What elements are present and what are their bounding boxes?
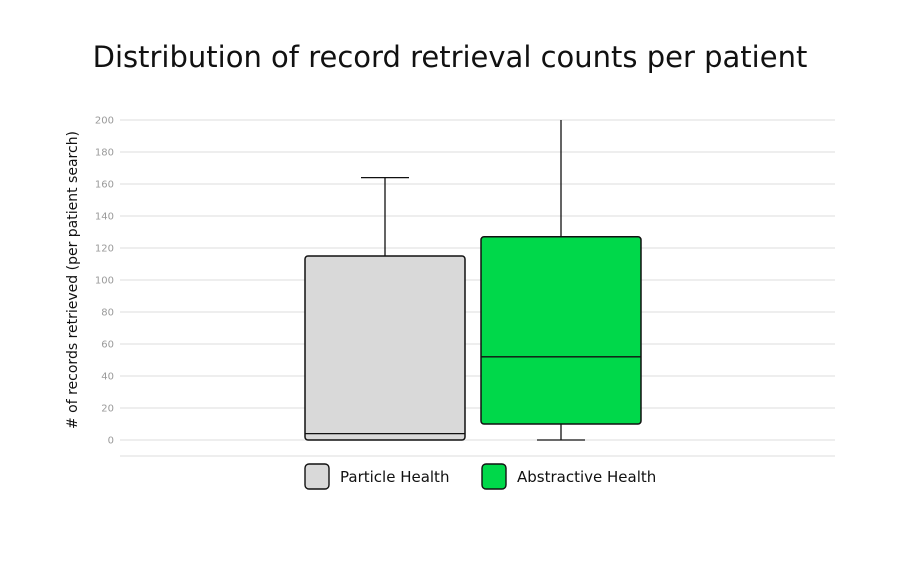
legend-item: Particle Health (304, 463, 449, 490)
y-tick-label: 20 (101, 404, 114, 415)
y-tick-label: 120 (95, 244, 114, 255)
y-tick-label: 80 (101, 308, 114, 319)
boxes (304, 120, 642, 441)
box-abstractive-health (480, 120, 642, 441)
legend-swatch (304, 463, 330, 490)
y-axis-label: # of records retrieved (per patient sear… (65, 131, 81, 429)
y-tick-label: 140 (95, 212, 114, 223)
legend-label: Abstractive Health (517, 468, 656, 486)
iqr-box (480, 236, 642, 425)
legend-item: Abstractive Health (481, 463, 656, 490)
box-particle-health (304, 176, 466, 441)
legend-label: Particle Health (340, 468, 449, 486)
y-tick-label: 180 (95, 148, 114, 159)
chart-title: Distribution of record retrieval counts … (92, 40, 808, 74)
y-tick-label: 100 (95, 276, 114, 287)
y-tick-label: 40 (101, 372, 114, 383)
y-tick-label: 200 (95, 116, 114, 127)
iqr-box (304, 255, 466, 441)
legend-swatch (481, 463, 507, 490)
gridlines (120, 119, 835, 457)
y-tick-label: 60 (101, 340, 114, 351)
y-axis-ticks: 0 20 40 60 80 100 120 140 160 180 200 (95, 116, 114, 447)
y-tick-label: 160 (95, 180, 114, 191)
legend: Particle Health Abstractive Health (304, 463, 656, 490)
y-tick-label: 0 (108, 436, 114, 447)
